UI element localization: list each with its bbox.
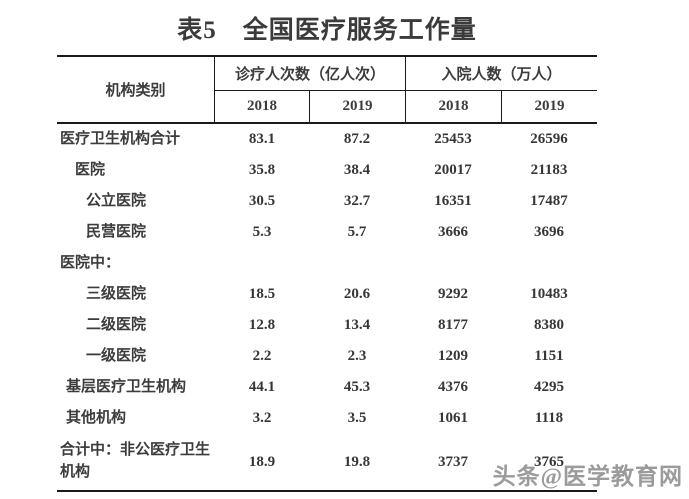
table-row-secondary-hospitals: 二级医院 12.8 13.4 8177 8380	[57, 310, 597, 341]
cell-value: 3765	[534, 453, 564, 470]
cell-value: 18.9	[248, 453, 276, 470]
row-label: 基层医疗卫生机构	[66, 378, 187, 395]
row-label: 二级医院	[86, 316, 147, 333]
column-header-visits-2019: 2019	[309, 91, 405, 122]
table-row-grassroots-institutions: 基层医疗卫生机构 44.1 45.3 4376 4295	[57, 372, 597, 403]
cell-value: 3737	[438, 453, 468, 470]
watermark-text: 头条@医学教育网	[492, 464, 683, 489]
row-label: 一级医院	[86, 347, 147, 364]
column-header-admissions-2018: 2018	[405, 91, 501, 122]
cell-value: 5.7	[347, 224, 367, 240]
row-label: 公立医院	[86, 192, 147, 209]
row-label: 其他机构	[66, 409, 127, 426]
table-row-tertiary-hospitals: 三级医院 18.5 20.6 9292 10483	[57, 279, 597, 310]
cell-value: 1209	[438, 348, 468, 364]
column-group-outpatient-visits: 诊疗人次数（亿人次）	[215, 57, 405, 91]
column-header-admissions-2019: 2019	[501, 91, 597, 122]
cell-value: 2.2	[252, 348, 272, 364]
table-row-public-hospitals: 公立医院 30.5 32.7 16351 17487	[57, 186, 597, 217]
row-label: 医院	[75, 161, 106, 178]
cell-value: 9292	[438, 286, 468, 302]
cell-value: 20.6	[343, 286, 371, 302]
table-header: 机构类别 诊疗人次数（亿人次） 入院人数（万人） 2018 2019 2018 …	[57, 55, 597, 124]
table-row-other-institutions: 其他机构 3.2 3.5 1061 1118	[57, 403, 597, 434]
row-label: 民营医院	[86, 223, 147, 240]
cell-value: 30.5	[248, 193, 276, 209]
cell-value: 2.3	[347, 348, 367, 364]
cell-value: 8380	[534, 317, 564, 333]
cell-value: 3.2	[252, 410, 272, 426]
cell-value: 18.5	[248, 286, 276, 302]
cell-value: 20017	[434, 162, 472, 178]
column-group-admissions: 入院人数（万人）	[405, 57, 597, 91]
cell-value: 4295	[534, 379, 564, 395]
cell-value: 4376	[438, 379, 468, 395]
cell-value: 8177	[438, 317, 468, 333]
cell-value: 45.3	[343, 379, 371, 395]
row-label: 三级医院	[86, 285, 147, 302]
cell-value: 17487	[530, 193, 568, 209]
cell-value: 16351	[434, 193, 472, 209]
cell-value: 1118	[534, 410, 564, 426]
cell-value: 10483	[530, 286, 568, 302]
table-row-among-hospitals: 医院中：	[57, 248, 597, 279]
cell-value: 12.8	[248, 317, 276, 333]
table-row-non-public-institutions: 合计中：非公医疗卫生机构 18.9 19.8 3737 3765	[57, 434, 597, 490]
cell-value: 21183	[530, 162, 568, 178]
cell-value: 19.8	[343, 453, 371, 470]
cell-value: 1061	[438, 410, 468, 426]
cell-value: 26596	[530, 131, 568, 147]
table-body: 医疗卫生机构合计 83.1 87.2 25453 26596 医院 35.8 3…	[57, 124, 597, 492]
cell-value: 83.1	[248, 131, 276, 147]
cell-value: 3666	[438, 224, 468, 240]
column-header-category: 机构类别	[57, 57, 215, 122]
table-title-wrap: 表5 全国医疗服务工作量	[57, 0, 597, 55]
row-label: 医院中：	[60, 254, 121, 271]
table-title: 表5 全国医疗服务工作量	[177, 16, 477, 44]
column-header-visits-2018: 2018	[247, 98, 277, 114]
cell-value: 35.8	[248, 162, 276, 178]
cell-value: 3.5	[347, 410, 367, 426]
statistics-table: 机构类别 诊疗人次数（亿人次） 入院人数（万人） 2018 2019 2018 …	[57, 55, 597, 492]
table-row-private-hospitals: 民营医院 5.3 5.7 3666 3696	[57, 217, 597, 248]
table-row-primary-hospitals: 一级医院 2.2 2.3 1209 1151	[57, 341, 597, 372]
cell-value: 32.7	[343, 193, 371, 209]
cell-value: 5.3	[252, 224, 272, 240]
cell-value: 13.4	[343, 317, 371, 333]
cell-value: 44.1	[248, 379, 276, 395]
cell-value: 38.4	[343, 162, 371, 178]
table-row-total: 医疗卫生机构合计 83.1 87.2 25453 26596	[57, 124, 597, 155]
table-row-hospitals: 医院 35.8 38.4 20017 21183	[57, 155, 597, 186]
cell-value: 1151	[534, 348, 564, 364]
cell-value: 87.2	[343, 131, 371, 147]
cell-value: 25453	[434, 131, 472, 147]
cell-value: 3696	[534, 224, 564, 240]
row-label: 合计中：非公医疗卫生机构	[60, 442, 211, 480]
row-label: 医疗卫生机构合计	[60, 130, 181, 147]
